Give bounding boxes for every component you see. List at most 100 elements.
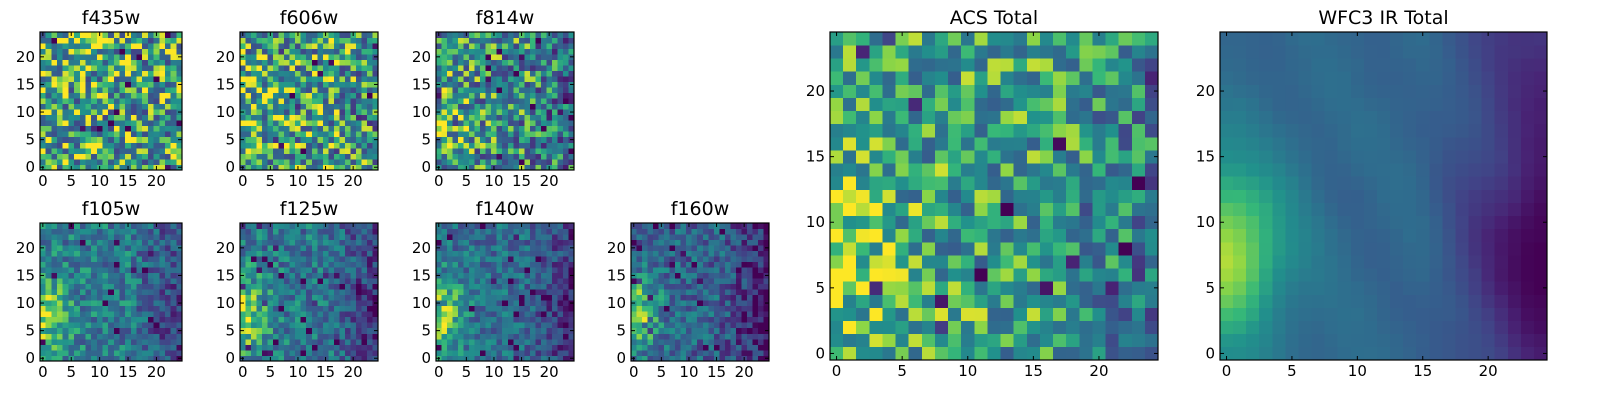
- heatmap-cell: [284, 305, 291, 312]
- heatmap-cell: [513, 250, 520, 257]
- heatmap-cell: [653, 327, 659, 334]
- heatmap-cell: [284, 37, 291, 44]
- heatmap-cell: [147, 153, 154, 160]
- heatmap-cell: [164, 37, 171, 44]
- heatmap-cell: [452, 278, 459, 285]
- heatmap-cell: [344, 239, 351, 246]
- heatmap-cell: [502, 300, 509, 307]
- heatmap-cell: [289, 283, 296, 290]
- heatmap-cell: [513, 245, 520, 251]
- heatmap-cell: [284, 120, 291, 127]
- heatmap-cell: [485, 289, 492, 296]
- heatmap-cell: [452, 103, 459, 110]
- heatmap-cell: [62, 338, 69, 345]
- heatmap-cell: [79, 261, 86, 268]
- heatmap-cell: [1079, 163, 1093, 177]
- heatmap-cell: [895, 163, 910, 177]
- heatmap-cell: [713, 256, 720, 262]
- heatmap-cell: [708, 305, 715, 312]
- heatmap-cell: [311, 289, 318, 296]
- heatmap-cell: [102, 261, 109, 268]
- heatmap-cell: [147, 76, 154, 83]
- heatmap-cell: [130, 344, 137, 351]
- heatmap-cell: [262, 164, 268, 171]
- heatmap-cell: [273, 289, 279, 296]
- heatmap-cell: [295, 153, 302, 160]
- heatmap-cell: [636, 305, 643, 312]
- heatmap-cell: [642, 223, 648, 229]
- heatmap-cell: [647, 261, 654, 268]
- heatmap-cell: [96, 344, 103, 351]
- heatmap-cell: [713, 228, 720, 235]
- heatmap-cell: [496, 125, 503, 132]
- heatmap-cell: [295, 300, 302, 307]
- heatmap-cell: [328, 267, 335, 274]
- heatmap-cell: [491, 289, 498, 296]
- heatmap-cell: [251, 87, 257, 94]
- heatmap-cell: [240, 316, 246, 323]
- heatmap-cell: [452, 234, 459, 240]
- heatmap-cell: [153, 153, 160, 160]
- heatmap-cell: [480, 59, 487, 66]
- heatmap-cell: [96, 283, 103, 290]
- heatmap-cell: [147, 272, 154, 279]
- heatmap-cell: [366, 239, 373, 246]
- heatmap-cell: [113, 142, 120, 149]
- heatmap-cell: [469, 289, 475, 296]
- heatmap-cell: [300, 87, 307, 94]
- heatmap-cell: [267, 245, 274, 251]
- heatmap-cell: [322, 267, 329, 274]
- heatmap-cell: [317, 250, 324, 257]
- heatmap-cell: [344, 65, 351, 71]
- heatmap-cell: [317, 147, 324, 154]
- heatmap-cell: [355, 305, 362, 312]
- heatmap-cell: [507, 344, 514, 351]
- heatmap-cell: [91, 294, 98, 301]
- heatmap-cell: [113, 153, 120, 160]
- heatmap-cell: [441, 344, 448, 351]
- heatmap-cell: [350, 87, 357, 94]
- heatmap-cell: [869, 241, 883, 256]
- heatmap-cell: [562, 109, 569, 116]
- heatmap-cell: [322, 131, 329, 138]
- heatmap-cell: [513, 278, 520, 285]
- heatmap-cell: [245, 349, 252, 356]
- heatmap-cell: [130, 289, 137, 296]
- heatmap-cell: [658, 300, 665, 307]
- heatmap-cell: [240, 333, 246, 340]
- heatmap-cell: [469, 109, 475, 116]
- heatmap-cell: [91, 305, 98, 312]
- heatmap-cell: [142, 245, 149, 251]
- heatmap-cell: [856, 215, 870, 230]
- heatmap-cell: [436, 103, 442, 110]
- heatmap-cell: [311, 300, 318, 307]
- heatmap-cell: [164, 103, 171, 110]
- heatmap-cell: [948, 228, 962, 243]
- heatmap-cell: [96, 98, 103, 105]
- heatmap-cell: [176, 322, 183, 329]
- heatmap-cell: [546, 158, 553, 165]
- heatmap-cell: [153, 43, 160, 49]
- heatmap-cell: [502, 344, 509, 351]
- heatmap-cell: [62, 65, 69, 71]
- heatmap-cell: [130, 70, 137, 77]
- heatmap-cell: [91, 256, 98, 262]
- heatmap-cell: [441, 48, 448, 55]
- heatmap-cell: [540, 136, 547, 143]
- heatmap-cell: [529, 245, 536, 251]
- heatmap-cell: [262, 92, 268, 99]
- heatmap-cell: [669, 349, 676, 356]
- heatmap-cell: [300, 54, 307, 60]
- heatmap-cell: [496, 54, 503, 60]
- heatmap-cell: [752, 349, 759, 356]
- heatmap-cell: [164, 81, 171, 88]
- heatmap-cell: [895, 346, 910, 361]
- heatmap-cell: [355, 120, 362, 127]
- heatmap-cell: [339, 70, 346, 77]
- heatmap-cell: [159, 109, 166, 116]
- heatmap-cell: [474, 256, 481, 262]
- heatmap-cell: [317, 349, 324, 356]
- heatmap-cell: [458, 54, 464, 60]
- heatmap-cell: [524, 158, 531, 165]
- heatmap-cell: [125, 228, 132, 235]
